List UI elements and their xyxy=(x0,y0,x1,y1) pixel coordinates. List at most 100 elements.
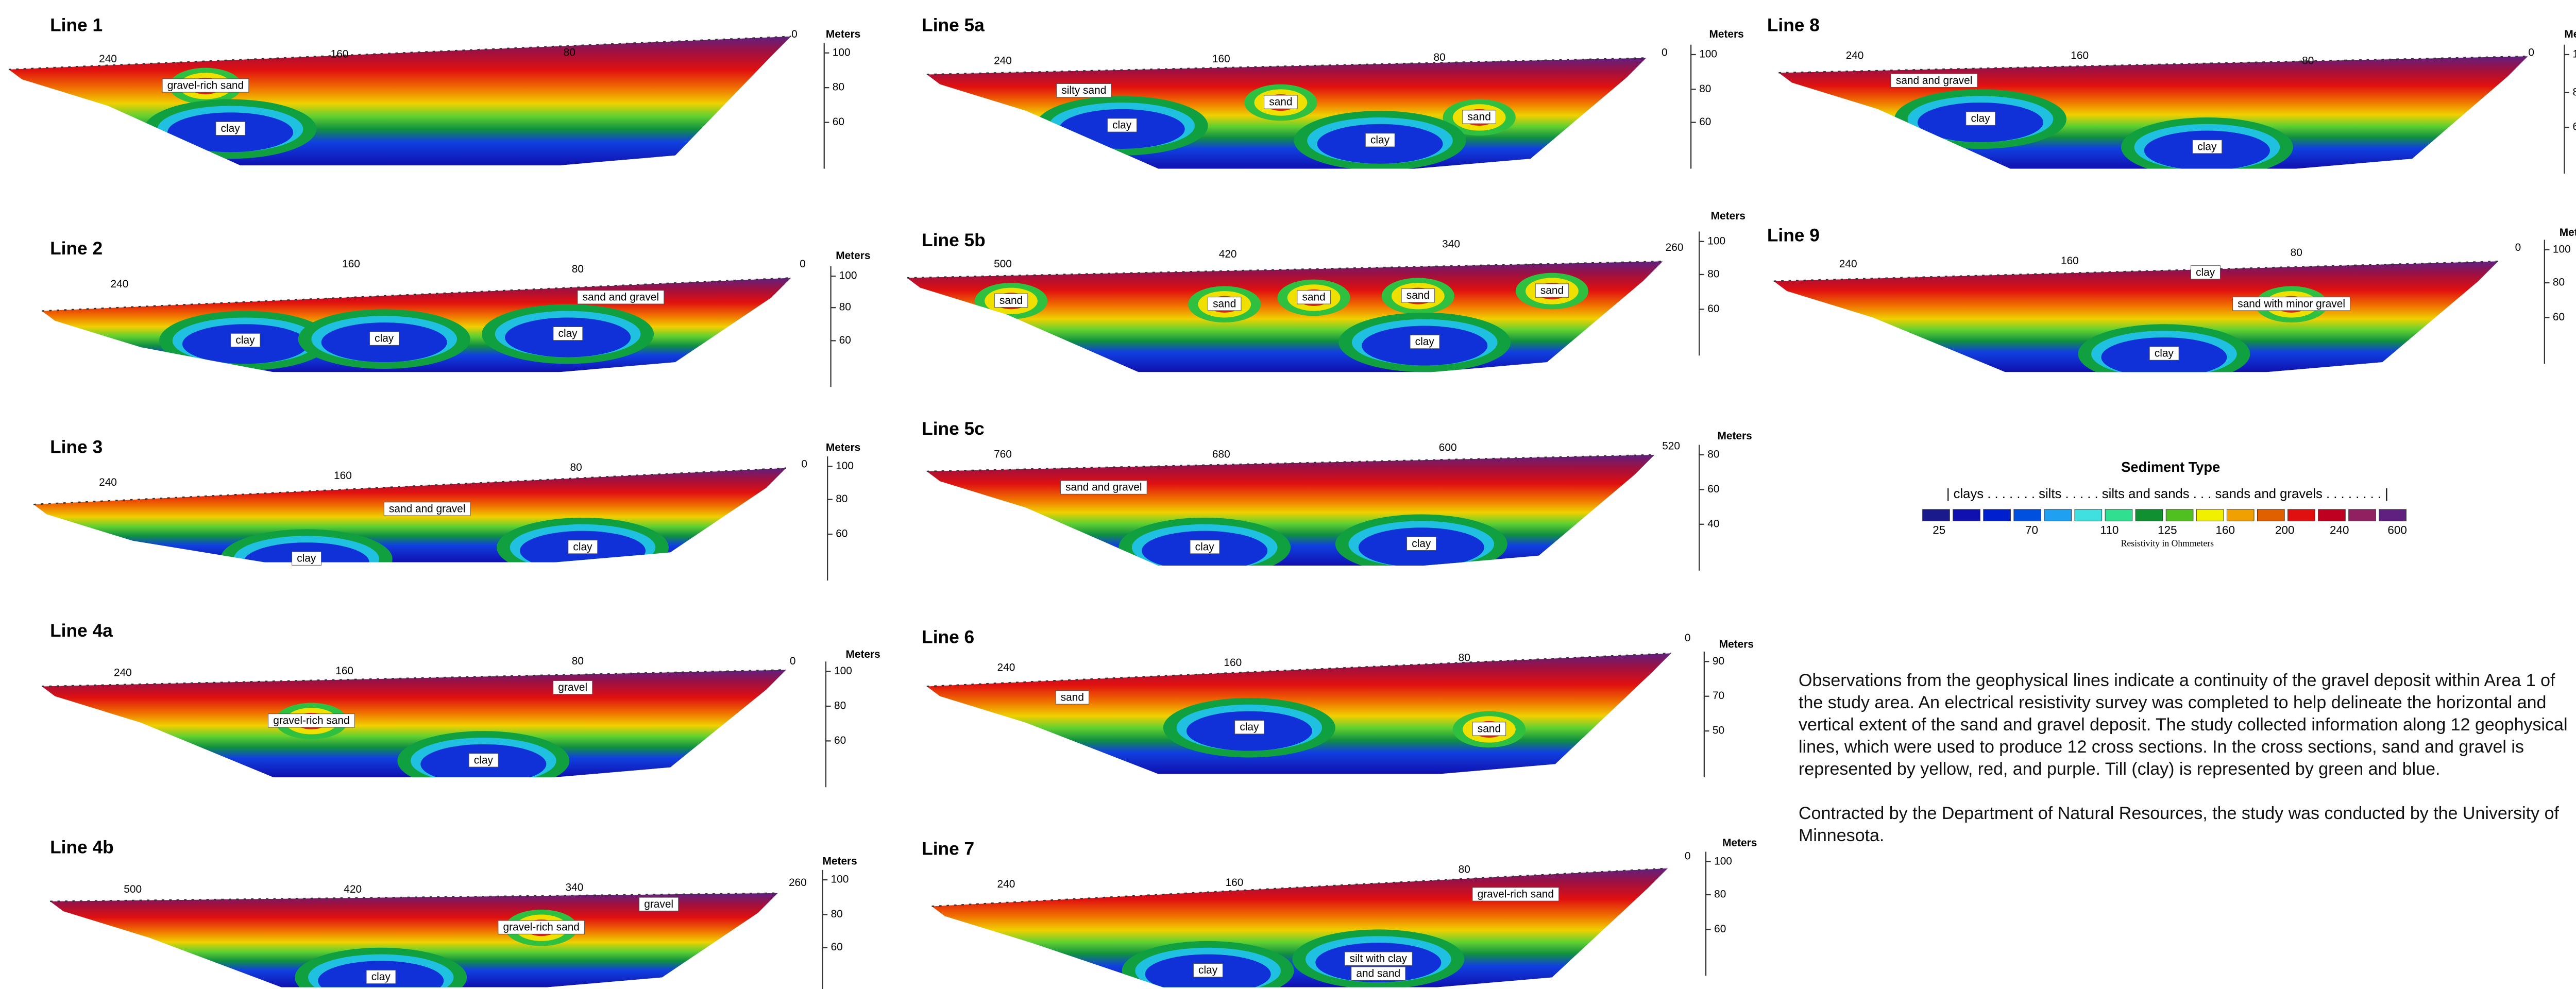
legend-value: 160 xyxy=(2215,524,2235,537)
annotation-box xyxy=(568,540,598,554)
resistivity-section xyxy=(926,454,1655,566)
section-title: Line 5c xyxy=(922,419,985,439)
section-fill xyxy=(42,670,786,778)
elevation-label: 80 xyxy=(834,700,846,711)
elevation-label: 60 xyxy=(1707,483,1719,495)
cross-section: Line 6 240 160 80 0 Meters 90 70 50 sand clay sand xyxy=(922,627,1754,778)
annotation: sand and gravel xyxy=(1896,75,1972,87)
elevation-label: 60 xyxy=(836,528,848,540)
elevation-label: 100 xyxy=(2572,48,2576,60)
annotation: clay xyxy=(235,334,255,346)
axis-label: Meters xyxy=(2564,28,2576,40)
surface-line xyxy=(42,669,786,687)
annotation-box xyxy=(1535,283,1569,298)
legend-value: 600 xyxy=(2387,524,2407,537)
annotation: clay xyxy=(1195,541,1215,553)
legend-swatch xyxy=(2196,509,2224,521)
annotation: clay xyxy=(297,553,316,565)
elevation-label: 80 xyxy=(833,81,844,93)
annotation-box xyxy=(162,78,249,93)
distance-label: 420 xyxy=(1219,248,1237,260)
distance-label: 500 xyxy=(124,883,142,895)
elevation-label: 80 xyxy=(1714,889,1726,900)
annotation: clay xyxy=(221,123,241,134)
elevation-label: 60 xyxy=(2572,121,2576,133)
section-title: Line 8 xyxy=(1767,15,1820,36)
distance-label: 80 xyxy=(570,462,582,473)
distance-label: 260 xyxy=(789,877,807,889)
annotation: clay xyxy=(1971,113,1990,125)
elevation-label: 90 xyxy=(1713,655,1724,667)
annotation: gravel-rich sand xyxy=(167,79,244,91)
elevation-label: 100 xyxy=(833,46,851,58)
elevation-label: 100 xyxy=(834,665,852,677)
distance-label: 240 xyxy=(114,667,132,678)
distance-label: 240 xyxy=(99,476,117,488)
elevation-label: 100 xyxy=(1699,48,1717,60)
distance-label: 80 xyxy=(572,263,584,275)
legend-swatch xyxy=(2287,509,2315,521)
elevation-label: 80 xyxy=(1707,448,1719,460)
annotation-box xyxy=(994,293,1028,308)
elevation-label: 80 xyxy=(836,493,848,505)
section-title: Line 1 xyxy=(50,15,103,36)
distance-label: 80 xyxy=(572,655,584,667)
axis-label: Meters xyxy=(1722,837,1757,849)
annotation: sand and gravel xyxy=(1065,482,1142,493)
axis-label: Meters xyxy=(836,250,870,262)
annotation: sand xyxy=(1478,723,1501,735)
legend-swatch xyxy=(2074,509,2103,521)
axis-label: Meters xyxy=(1709,28,1743,40)
annotation-box xyxy=(1401,288,1435,303)
annotation-box xyxy=(1060,480,1147,494)
elevation-label: 100 xyxy=(1714,855,1732,867)
axis-label: Meters xyxy=(1718,430,1752,442)
annotation-box xyxy=(1462,110,1496,124)
legend-value: 70 xyxy=(2025,524,2038,537)
distance-label: 160 xyxy=(1224,657,1242,669)
annotation-box xyxy=(1410,335,1440,349)
distance-label: 240 xyxy=(99,53,117,65)
annotation-box xyxy=(383,502,471,516)
cross-section: Line 7 240 160 80 0 Meters 100 80 60 gravel-rich … xyxy=(922,837,1757,987)
cross-section: Line 5c 760 680 600 520 Meters 80 60 40 sand and … xyxy=(922,419,1752,571)
annotation: clay xyxy=(1198,964,1218,976)
annotation: clay xyxy=(2196,266,2215,278)
annotation-box xyxy=(1190,540,1220,554)
legend-swatch xyxy=(2226,509,2255,521)
resistivity-section xyxy=(926,58,1647,169)
legend-swatch xyxy=(2165,509,2194,521)
distance-label: 160 xyxy=(2061,255,2079,267)
legend-value: 110 xyxy=(2100,524,2119,537)
elevation-label: 80 xyxy=(839,301,851,313)
elevation-label: 60 xyxy=(831,941,843,953)
legend-swatch xyxy=(2044,509,2072,521)
distance-label: 520 xyxy=(1662,440,1680,452)
description: Observations from the geophysical lines … xyxy=(1799,670,2571,869)
legend-swatch xyxy=(2105,509,2133,521)
annotation-box xyxy=(1472,722,1506,736)
annotation-box xyxy=(1472,887,1560,901)
cross-section: Line 5a 240 160 80 0 Meters 100 80 60 silty sand s… xyxy=(922,15,1744,169)
annotation: clay xyxy=(1370,134,1390,146)
annotation: clay xyxy=(573,541,592,553)
resistivity-section xyxy=(33,468,786,562)
legend-swatch xyxy=(2348,509,2376,521)
annotation-box xyxy=(577,290,665,304)
distance-label: 80 xyxy=(1459,652,1470,663)
distance-label: 340 xyxy=(566,882,584,894)
section-title: Line 4b xyxy=(50,837,114,857)
cross-section: Line 8 240 160 80 0 Meters 100 80 60 sand and gra… xyxy=(1767,15,2576,174)
annotation-box xyxy=(1207,297,1242,311)
distance-label: 0 xyxy=(791,28,798,40)
distance-label: 240 xyxy=(997,878,1015,890)
resistivity-section xyxy=(1773,261,2498,372)
annotation: clay xyxy=(2155,348,2174,360)
annotation-box xyxy=(553,326,583,341)
cross-section: Line 2 240 160 80 0 Meters 100 80 60 sand and gra… xyxy=(42,238,870,387)
annotation-box xyxy=(1297,290,1331,304)
elevation-label: 60 xyxy=(833,116,844,128)
annotation-box xyxy=(1406,536,1437,551)
distance-label: 0 xyxy=(1662,46,1668,58)
